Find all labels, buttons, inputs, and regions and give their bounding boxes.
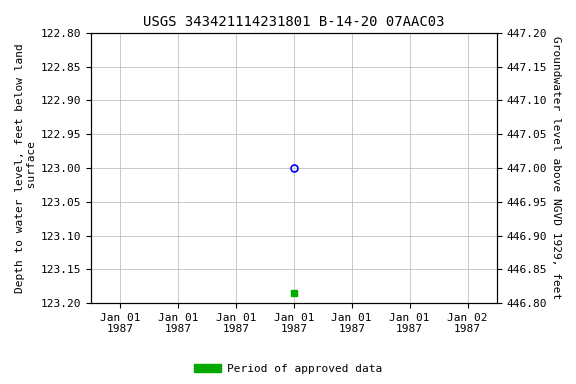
- Legend: Period of approved data: Period of approved data: [190, 359, 386, 379]
- Title: USGS 343421114231801 B-14-20 07AAC03: USGS 343421114231801 B-14-20 07AAC03: [143, 15, 445, 29]
- Y-axis label: Depth to water level, feet below land
 surface: Depth to water level, feet below land su…: [15, 43, 37, 293]
- Y-axis label: Groundwater level above NGVD 1929, feet: Groundwater level above NGVD 1929, feet: [551, 36, 561, 300]
